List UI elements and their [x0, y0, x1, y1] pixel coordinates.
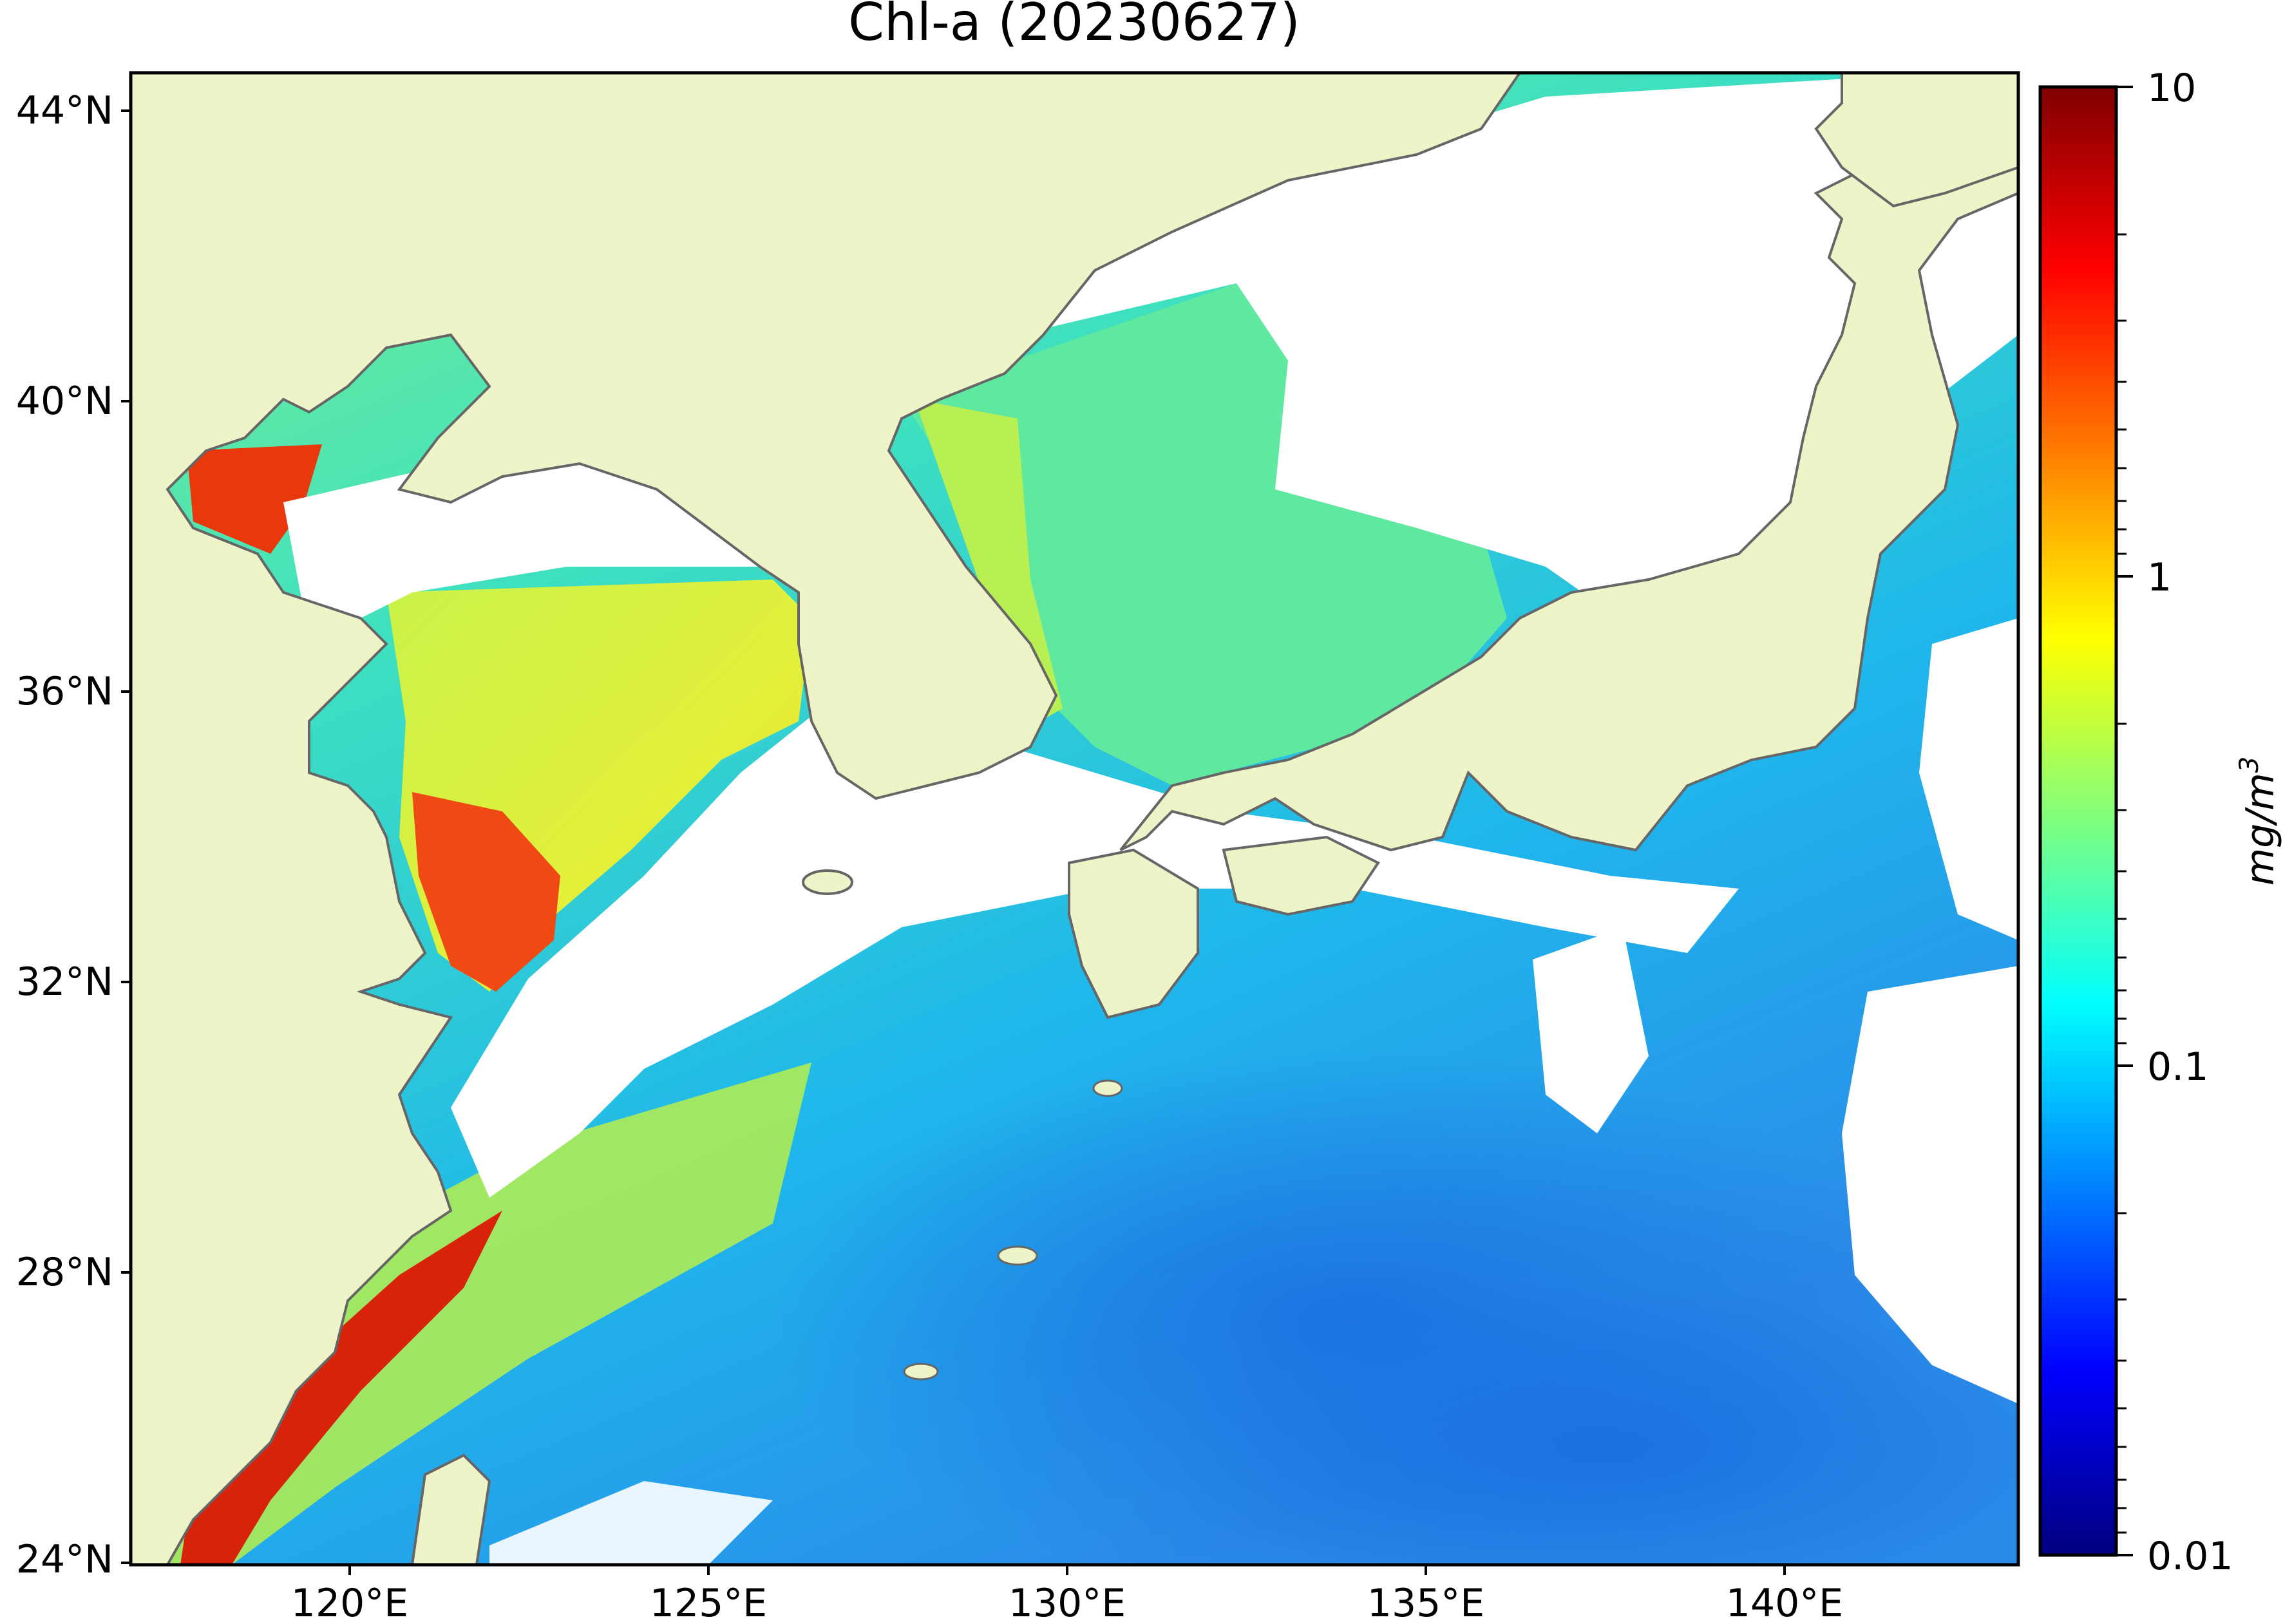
- cloud-mask-east: [1842, 966, 2018, 1404]
- lon-label-120: 120°E: [291, 1581, 408, 1624]
- japan-honshu-landmass: [1119, 73, 2018, 852]
- lat-label-24: 24°N: [16, 1537, 113, 1582]
- cloud-mask-north: [773, 73, 2018, 612]
- japan-shikoku-landmass: [1222, 835, 1380, 916]
- lon-label-130: 130°E: [1009, 1581, 1126, 1624]
- high-chlorophyll-patch: [412, 792, 560, 992]
- jeju-island: [802, 869, 853, 895]
- japan-sea-chlorophyll: [902, 283, 1507, 786]
- cloud-mask-korea-strait: [451, 695, 1739, 1198]
- cloud-mask-bohai: [283, 451, 773, 631]
- colorbar: 10 1 0.1 0.01 mg/m3: [2038, 66, 2283, 1579]
- taiwan-landmass: [410, 1453, 491, 1565]
- colorbar-tick-0.1: 0.1: [2147, 1044, 2208, 1090]
- lat-label-36: 36°N: [16, 669, 113, 714]
- map-title: Chl-a (20230627): [848, 0, 1300, 52]
- colorbar-tick-1: 1: [2147, 555, 2172, 600]
- colorbar-label: mg/m3: [2235, 757, 2283, 886]
- map-frame: [129, 71, 2020, 1567]
- lon-label-125: 125°E: [650, 1581, 767, 1624]
- lat-label-32: 32°N: [16, 959, 113, 1005]
- zhejiang-fujian-coastal-bloom: [180, 1211, 502, 1565]
- japan-kyushu-landmass: [1068, 848, 1199, 1019]
- colorbar-gradient: [2038, 85, 2118, 1557]
- colorbar-major-ticks: [2116, 86, 2133, 1556]
- map-area: [131, 73, 2018, 1565]
- mainland-asia: [131, 73, 1522, 1565]
- japan-hokkaido-landmass: [1814, 73, 2018, 208]
- latitude-axis: 44°N 40°N 36°N 32°N 28°N 24°N: [16, 88, 131, 1582]
- colorbar-tick-10: 10: [2147, 66, 2196, 111]
- colorbar-tick-0.01: 0.01: [2147, 1534, 2233, 1579]
- lat-label-28: 28°N: [16, 1250, 113, 1295]
- lon-label-135: 135°E: [1367, 1581, 1484, 1624]
- lon-label-140: 140°E: [1726, 1581, 1843, 1624]
- lat-label-40: 40°N: [16, 379, 113, 424]
- lat-label-44: 44°N: [16, 88, 113, 133]
- colorbar-minor-ticks: [2116, 233, 2127, 1534]
- longitude-axis: 120°E 125°E 130°E 135°E 140°E: [291, 1565, 1843, 1624]
